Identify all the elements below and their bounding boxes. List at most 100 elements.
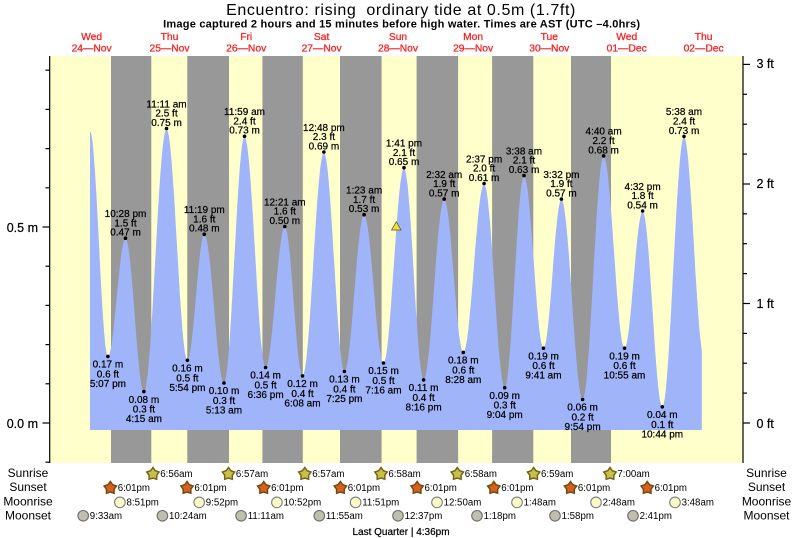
svg-text:0.12 m: 0.12 m [287, 379, 318, 390]
svg-text:6:01pm: 6:01pm [655, 483, 687, 494]
svg-text:12:37pm: 12:37pm [405, 511, 443, 522]
svg-text:8:16 pm: 8:16 pm [406, 402, 442, 413]
svg-text:02—Dec: 02—Dec [684, 44, 724, 55]
svg-text:1.5 ft: 1.5 ft [114, 218, 136, 229]
svg-text:Sunset: Sunset [748, 480, 786, 494]
svg-text:0.4 ft: 0.4 ft [333, 385, 355, 396]
svg-text:1.8 ft: 1.8 ft [631, 191, 653, 202]
svg-text:10:44 pm: 10:44 pm [641, 429, 683, 440]
svg-text:0.75 m: 0.75 m [151, 118, 182, 129]
svg-text:11:19 pm: 11:19 pm [184, 205, 225, 216]
svg-text:0.08 m: 0.08 m [129, 395, 160, 406]
svg-text:6:56am: 6:56am [160, 469, 192, 480]
svg-text:Moonset: Moonset [743, 509, 790, 523]
svg-text:27—Nov: 27—Nov [302, 44, 343, 55]
svg-text:28—Nov: 28—Nov [378, 44, 419, 55]
svg-text:2 ft: 2 ft [757, 177, 775, 191]
svg-text:0.4 ft: 0.4 ft [291, 389, 313, 400]
svg-text:0.0 m: 0.0 m [7, 417, 38, 431]
svg-text:0.15 m: 0.15 m [368, 366, 399, 377]
svg-text:6:01pm: 6:01pm [194, 483, 226, 494]
svg-text:0.6 ft: 0.6 ft [97, 369, 119, 380]
svg-text:Image captured 2 hours and 15: Image captured 2 hours and 15 minutes be… [163, 18, 640, 30]
svg-text:3:32 pm: 3:32 pm [543, 170, 579, 181]
svg-text:2.1 ft: 2.1 ft [393, 148, 415, 159]
svg-text:9:41 am: 9:41 am [525, 371, 561, 382]
svg-text:0.50 m: 0.50 m [270, 216, 301, 227]
svg-text:0.5 m: 0.5 m [7, 221, 38, 235]
svg-text:6:01pm: 6:01pm [348, 483, 380, 494]
svg-text:2.0 ft: 2.0 ft [473, 164, 495, 175]
svg-text:12:50am: 12:50am [444, 497, 482, 508]
svg-text:0.6 ft: 0.6 ft [613, 361, 635, 372]
svg-text:2:37 pm: 2:37 pm [466, 154, 502, 165]
svg-text:01—Dec: 01—Dec [607, 44, 647, 55]
svg-text:0.6 ft: 0.6 ft [452, 365, 474, 376]
svg-text:1.6 ft: 1.6 ft [274, 207, 296, 218]
svg-text:30—Nov: 30—Nov [529, 44, 570, 55]
svg-text:1.9 ft: 1.9 ft [550, 179, 572, 190]
svg-text:0.3 ft: 0.3 ft [213, 396, 235, 407]
svg-text:Moonrise: Moonrise [3, 494, 53, 508]
svg-text:7:00am: 7:00am [617, 469, 649, 480]
svg-text:1:18pm: 1:18pm [484, 511, 516, 522]
svg-text:0.61 m: 0.61 m [469, 173, 500, 184]
svg-text:0.57 m: 0.57 m [429, 189, 460, 200]
svg-text:Tue: Tue [541, 32, 559, 43]
svg-text:2.4 ft: 2.4 ft [233, 116, 255, 127]
svg-text:2.1 ft: 2.1 ft [513, 156, 535, 167]
svg-text:29—Nov: 29—Nov [453, 44, 494, 55]
svg-text:5:38 am: 5:38 am [666, 107, 702, 118]
svg-text:11:11 am: 11:11 am [146, 99, 186, 110]
svg-text:2:48am: 2:48am [603, 497, 635, 508]
svg-text:2.4 ft: 2.4 ft [673, 117, 695, 128]
svg-text:0.63 m: 0.63 m [509, 165, 540, 176]
svg-text:Moonset: Moonset [5, 509, 52, 523]
svg-text:10:52pm: 10:52pm [284, 497, 322, 508]
svg-text:6:01pm: 6:01pm [425, 483, 457, 494]
svg-text:0.57 m: 0.57 m [546, 189, 577, 200]
svg-text:0.54 m: 0.54 m [627, 200, 658, 211]
svg-text:5:54 pm: 5:54 pm [169, 383, 205, 394]
svg-text:0.14 m: 0.14 m [250, 371, 281, 382]
svg-text:2.3 ft: 2.3 ft [313, 132, 335, 143]
svg-text:0.06 m: 0.06 m [567, 403, 598, 414]
svg-text:Mon: Mon [463, 32, 483, 43]
svg-text:1:48am: 1:48am [524, 497, 556, 508]
svg-text:6:01pm: 6:01pm [501, 483, 533, 494]
svg-text:0.3 ft: 0.3 ft [133, 405, 155, 416]
svg-text:6:36 pm: 6:36 pm [248, 390, 284, 401]
svg-text:1:58pm: 1:58pm [562, 511, 594, 522]
svg-text:7:16 am: 7:16 am [365, 386, 401, 397]
svg-text:Sunrise: Sunrise [8, 466, 49, 480]
svg-text:4:15 am: 4:15 am [126, 414, 162, 425]
svg-text:12:48 pm: 12:48 pm [303, 123, 345, 134]
svg-text:1 ft: 1 ft [757, 297, 775, 311]
svg-text:4:40 am: 4:40 am [586, 127, 622, 138]
svg-text:24—Nov: 24—Nov [72, 44, 113, 55]
svg-text:0.73 m: 0.73 m [669, 126, 700, 137]
svg-text:0.1 ft: 0.1 ft [651, 420, 673, 431]
svg-text:Sat: Sat [314, 32, 330, 43]
svg-text:10:28 pm: 10:28 pm [105, 209, 147, 220]
svg-text:2.5 ft: 2.5 ft [155, 109, 177, 120]
svg-text:6:01pm: 6:01pm [271, 483, 303, 494]
svg-text:8:28 am: 8:28 am [445, 375, 481, 386]
svg-text:25—Nov: 25—Nov [149, 44, 190, 55]
svg-text:0.5 ft: 0.5 ft [372, 376, 394, 387]
svg-text:1:23 am: 1:23 am [346, 186, 382, 197]
svg-text:0 ft: 0 ft [757, 417, 775, 431]
svg-text:0.48 m: 0.48 m [189, 224, 220, 235]
svg-text:0.47 m: 0.47 m [110, 228, 141, 239]
svg-text:0.68 m: 0.68 m [588, 145, 619, 156]
svg-text:0.16 m: 0.16 m [172, 364, 203, 375]
svg-text:0.5 ft: 0.5 ft [176, 373, 198, 384]
svg-text:4:32 pm: 4:32 pm [625, 182, 661, 193]
svg-text:2:41pm: 2:41pm [640, 511, 672, 522]
svg-text:Wed: Wed [81, 32, 102, 43]
svg-text:11:55am: 11:55am [326, 511, 363, 522]
svg-text:0.18 m: 0.18 m [448, 356, 479, 367]
svg-text:1.6 ft: 1.6 ft [193, 214, 215, 225]
svg-text:11:51pm: 11:51pm [362, 497, 399, 508]
svg-text:9:04 pm: 9:04 pm [487, 410, 523, 421]
